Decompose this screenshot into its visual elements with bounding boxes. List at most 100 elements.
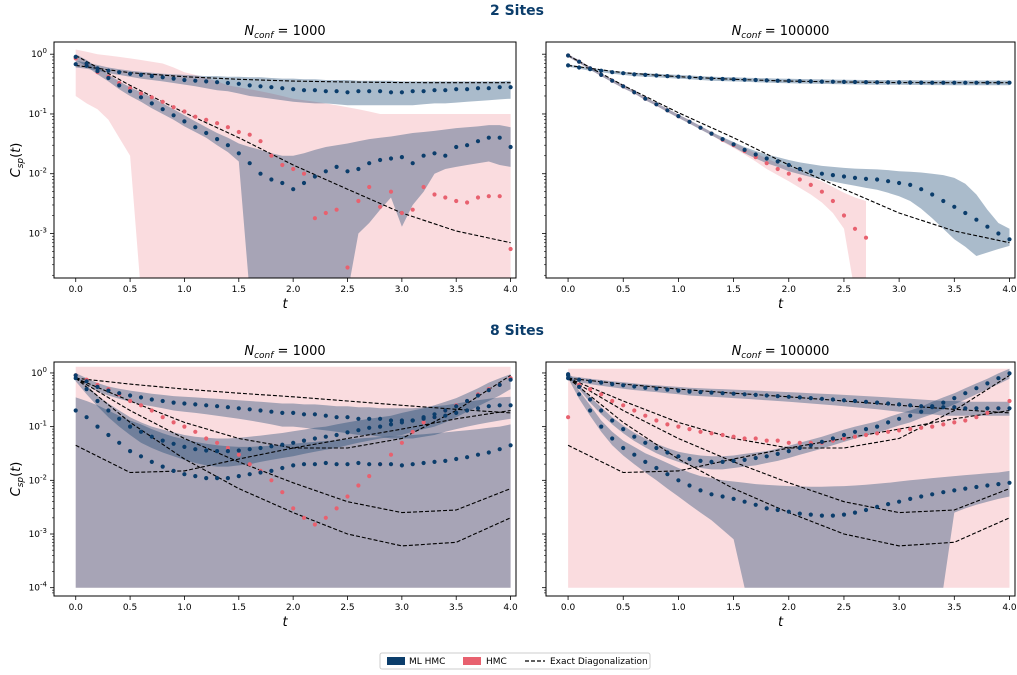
ml-hmc-point	[930, 192, 935, 197]
x-axis-label: t	[282, 615, 288, 630]
ml-hmc-point	[106, 408, 111, 413]
ml-hmc-point	[280, 465, 285, 471]
ml-hmc-point	[182, 119, 187, 124]
axes-frame	[545, 41, 1016, 279]
hmc-point	[421, 420, 426, 425]
ml-hmc-point	[128, 424, 133, 429]
y-tick-label: 10-3	[29, 226, 47, 239]
ml-hmc-point	[841, 79, 847, 84]
ml-hmc-point	[654, 386, 659, 391]
ml-hmc-point	[687, 119, 692, 124]
hmc-point	[764, 438, 769, 443]
plot-area	[566, 368, 1012, 588]
ml-hmc-point	[443, 458, 448, 463]
ml-hmc-point	[908, 182, 913, 187]
ml-hmc-point	[149, 74, 154, 79]
ml-hmc-point	[919, 187, 924, 192]
ml-hmc-point	[182, 401, 187, 406]
hmc-point	[863, 235, 869, 240]
hmc-point	[764, 161, 769, 166]
hmc-point	[908, 427, 913, 432]
ml-hmc-point	[974, 406, 979, 411]
chart-panel-2: 0.0 0.5 1.0 1.5 2.0 2.5 3.0 3.5 4.0 Nconf = 10000…	[542, 24, 1017, 312]
ml-hmc-point	[632, 72, 637, 77]
ml-hmc-point	[182, 444, 187, 449]
ml-hmc-point	[897, 499, 902, 504]
ml-hmc-point	[863, 507, 869, 513]
ml-hmc-point	[388, 90, 394, 95]
ml-hmc-point	[280, 86, 285, 91]
hmc-point	[665, 422, 670, 427]
ml-hmc-point	[731, 458, 736, 463]
x-tick-label: 0.5	[616, 285, 630, 295]
ml-hmc-point	[610, 78, 615, 83]
plot-area	[73, 49, 513, 278]
ml-hmc-point	[443, 88, 448, 93]
ml-hmc-point	[830, 173, 836, 178]
ml-hmc-point	[497, 135, 502, 140]
ml-hmc-point	[486, 450, 491, 455]
ml-hmc-point	[106, 68, 111, 73]
ml-hmc-point	[908, 403, 913, 408]
ml-hmc-point	[410, 418, 415, 423]
x-tick-label: 0.0	[69, 603, 84, 613]
ml-hmc-point	[367, 89, 372, 94]
ml-hmc-point	[421, 89, 426, 94]
ml-hmc-point	[709, 76, 714, 81]
hmc-point	[709, 431, 714, 436]
y-tick-label: 10-2	[29, 167, 47, 180]
ml-hmc-point	[764, 393, 769, 398]
ml-hmc-point	[698, 125, 703, 130]
hmc-point	[160, 415, 165, 420]
ml-hmc-point	[95, 424, 100, 429]
ml-hmc-point	[247, 161, 252, 166]
hmc-point	[819, 189, 825, 194]
hmc-point	[367, 474, 372, 479]
ml-hmc-point	[73, 62, 78, 67]
ml-hmc-point	[421, 153, 426, 158]
ml-hmc-point	[215, 137, 220, 142]
ml-hmc-point	[621, 71, 626, 76]
ml-hmc-point	[454, 144, 459, 150]
ml-hmc-point	[247, 447, 252, 452]
ml-hmc-point	[258, 470, 263, 475]
x-tick-label: 3.5	[449, 285, 463, 295]
ml-hmc-point	[797, 511, 802, 516]
ml-hmc-point	[465, 143, 470, 148]
ml-hmc-point	[863, 399, 869, 404]
plot-area	[73, 366, 513, 588]
exact-diagonalization-line	[75, 409, 511, 474]
ml-hmc-point	[171, 441, 176, 446]
ml-hmc-point	[356, 89, 361, 94]
ml-hmc-point	[280, 180, 285, 186]
ml-hmc-point	[215, 476, 220, 481]
ml-hmc-point	[421, 415, 426, 420]
ml-hmc-point	[808, 512, 813, 517]
hmc-point	[830, 198, 836, 204]
ml-hmc-point	[388, 156, 394, 161]
hmc-point	[786, 440, 791, 445]
hmc-point	[599, 392, 604, 397]
ml-hmc-point	[930, 492, 935, 497]
y-axis-label: Csp(t)	[9, 143, 26, 178]
hmc-point	[687, 427, 692, 432]
ml-hmc-point	[808, 396, 813, 401]
ml-hmc-point	[919, 409, 924, 414]
hmc-point	[399, 210, 404, 216]
ml-hmc-point	[808, 169, 813, 174]
x-tick-label: 3.0	[892, 603, 907, 613]
ml-hmc-point	[886, 502, 891, 507]
ml-hmc-point	[334, 462, 339, 467]
ml-hmc-point	[841, 174, 847, 179]
hmc-point	[654, 418, 659, 423]
ml-hmc-point	[599, 424, 604, 429]
ml-hmc-point	[345, 415, 350, 420]
hmc-point	[225, 445, 230, 451]
ml-hmc-point	[897, 416, 902, 421]
ml-hmc-point	[95, 384, 100, 389]
hmc-point	[863, 432, 869, 438]
hmc-point	[182, 109, 187, 114]
ml-hmc-point	[117, 83, 122, 88]
hmc-point	[204, 117, 209, 122]
axes-frame	[53, 361, 517, 597]
